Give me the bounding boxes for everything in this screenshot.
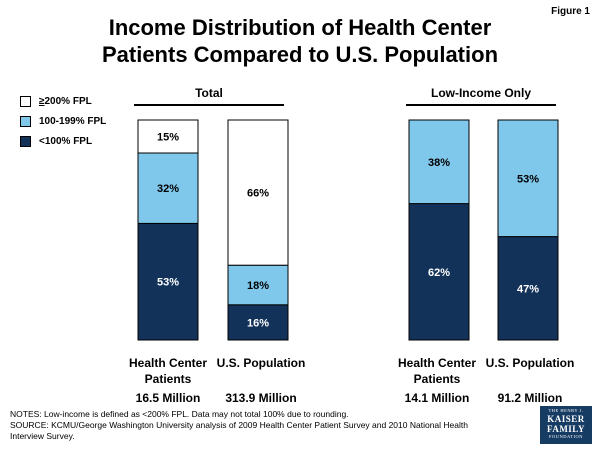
- bar-total-health-center-low-income: 14.1 Million: [404, 391, 470, 405]
- data-label-us-population-low-income: 47%: [517, 283, 539, 295]
- bar-segment-health-center-low-income: [408, 203, 470, 341]
- bar-label-health-center-low-income: Health Center Patients: [397, 356, 477, 386]
- data-label-health-center-low-income: 38%: [428, 157, 450, 169]
- data-label-health-center-low-income: 62%: [428, 267, 450, 279]
- legend-item-below-100: <100% FPL: [20, 136, 92, 147]
- legend-label-100-199: 100-199% FPL: [39, 116, 107, 127]
- bar-total-us-population-low-income: 91.2 Million: [497, 391, 563, 405]
- data-label-health-center-total: 32%: [157, 183, 179, 195]
- group-rule-low-income: [406, 104, 556, 106]
- data-label-health-center-total: 15%: [157, 132, 179, 144]
- legend-label-below-100: <100% FPL: [39, 136, 93, 147]
- group-title-total: Total: [195, 86, 223, 100]
- group-title-low-income: Low-Income Only: [430, 86, 531, 100]
- data-label-health-center-total: 53%: [157, 277, 179, 289]
- bar-segment-health-center-total: [137, 119, 199, 154]
- legend-swatch-below-100: [20, 136, 31, 147]
- legend-swatch-100-199: [20, 116, 31, 127]
- data-label-us-population-low-income: 53%: [517, 173, 539, 185]
- bar-label-us-population-low-income: U.S. Population: [485, 356, 575, 370]
- bar-segment-us-population-total: [227, 119, 289, 266]
- bar-total-us-population-total: 313.9 Million: [225, 391, 297, 405]
- bar-label-health-center-total: Health Center Patients: [128, 356, 208, 386]
- legend-prefix-above-200: ≥: [39, 96, 45, 107]
- data-label-us-population-total: 66%: [247, 188, 269, 200]
- data-label-us-population-total: 18%: [247, 280, 269, 292]
- kff-logo: THE HENRY J. KAISER FAMILY FOUNDATION: [540, 406, 592, 444]
- legend-item-100-199: 100-199% FPL: [20, 116, 106, 127]
- group-rule-total: [134, 104, 284, 106]
- data-label-us-population-total: 16%: [247, 317, 269, 329]
- bar-segment-us-population-low-income: [497, 236, 559, 341]
- figure-label: Figure 1: [551, 6, 590, 17]
- bar-segment-health-center-total: [137, 152, 199, 224]
- bar-total-health-center-total: 16.5 Million: [135, 391, 201, 405]
- chart-title-line-1: Income Distribution of Health Center: [108, 15, 492, 40]
- bar-segment-us-population-low-income: [497, 119, 559, 238]
- bar-label-us-population-total: U.S. Population: [216, 356, 306, 370]
- chart-title-line-2: Patients Compared to U.S. Population: [101, 42, 499, 67]
- notes-line: NOTES: Low-income is defined as <200% FP…: [10, 409, 349, 419]
- legend-item-above-200: ≥200% FPL: [20, 96, 92, 107]
- bar-segment-health-center-total: [137, 222, 199, 341]
- bar-segment-health-center-low-income: [408, 119, 470, 205]
- legend-label-above-200: 200% FPL: [44, 96, 92, 107]
- chart-title: Income Distribution of Health Center Pat…: [0, 14, 600, 68]
- source-line: SOURCE: KCMU/George Washington Universit…: [10, 420, 468, 441]
- legend-swatch-above-200: [20, 96, 31, 107]
- chart-notes: NOTES: Low-income is defined as <200% FP…: [10, 409, 500, 442]
